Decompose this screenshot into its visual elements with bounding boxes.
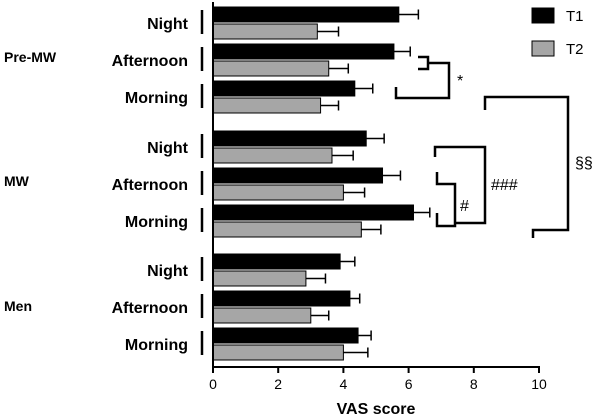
group-label: Pre-MW [4,49,57,65]
category-label: Afternoon [112,177,188,194]
bar-t1 [212,6,400,23]
category-label: Night [147,140,189,157]
bar-t2 [212,147,333,164]
category-label: Night [147,263,189,280]
x-tick-label: 10 [531,376,547,392]
category-label: Night [147,16,189,33]
x-tick-label: 6 [405,376,413,392]
category-label: Afternoon [112,300,188,317]
bar-t2 [212,270,307,287]
bar-t1 [212,290,351,307]
legend-label-t2: T2 [566,41,584,58]
x-tick-label: 0 [209,376,217,392]
bracket-section [483,95,570,238]
x-tick-label: 2 [274,376,282,392]
group-label: MW [4,173,30,189]
bar-t1 [212,80,356,97]
group-label: Men [4,298,32,314]
bracket-inner-hash [435,172,452,186]
category-label: Morning [125,214,188,231]
legend-label-t1: T1 [566,8,584,25]
bracket-inner-star [418,55,430,71]
bar-t1 [212,327,359,344]
sig-label-triple-hash: ### [491,177,518,194]
bracket-triple-hash [433,145,487,225]
bracket-hash [435,182,457,228]
bar-t1 [212,130,367,147]
category-label: Afternoon [112,53,188,70]
bar-t2 [212,344,344,361]
legend-swatch-t1 [531,7,555,24]
bar-t1 [212,253,341,270]
bar-t1 [212,43,395,60]
sig-label-section: §§ [575,155,593,172]
x-tick-label: 4 [340,376,348,392]
category-label: Morning [125,90,188,107]
bar-t2 [212,307,312,324]
sig-label-hash: # [460,198,469,215]
legend-swatch-t2 [531,40,555,57]
bar-t1 [212,204,414,221]
bar-t2 [212,184,344,201]
bar-t2 [212,97,322,114]
x-axis-title: VAS score [337,401,416,418]
bar-t2 [212,60,330,77]
x-tick-label: 8 [470,376,478,392]
category-label: Morning [125,337,188,354]
bar-t2 [212,23,318,40]
bracket-star [394,61,451,100]
sig-label-star: * [457,73,463,90]
bar-t2 [212,221,362,238]
bar-t1 [212,167,384,184]
